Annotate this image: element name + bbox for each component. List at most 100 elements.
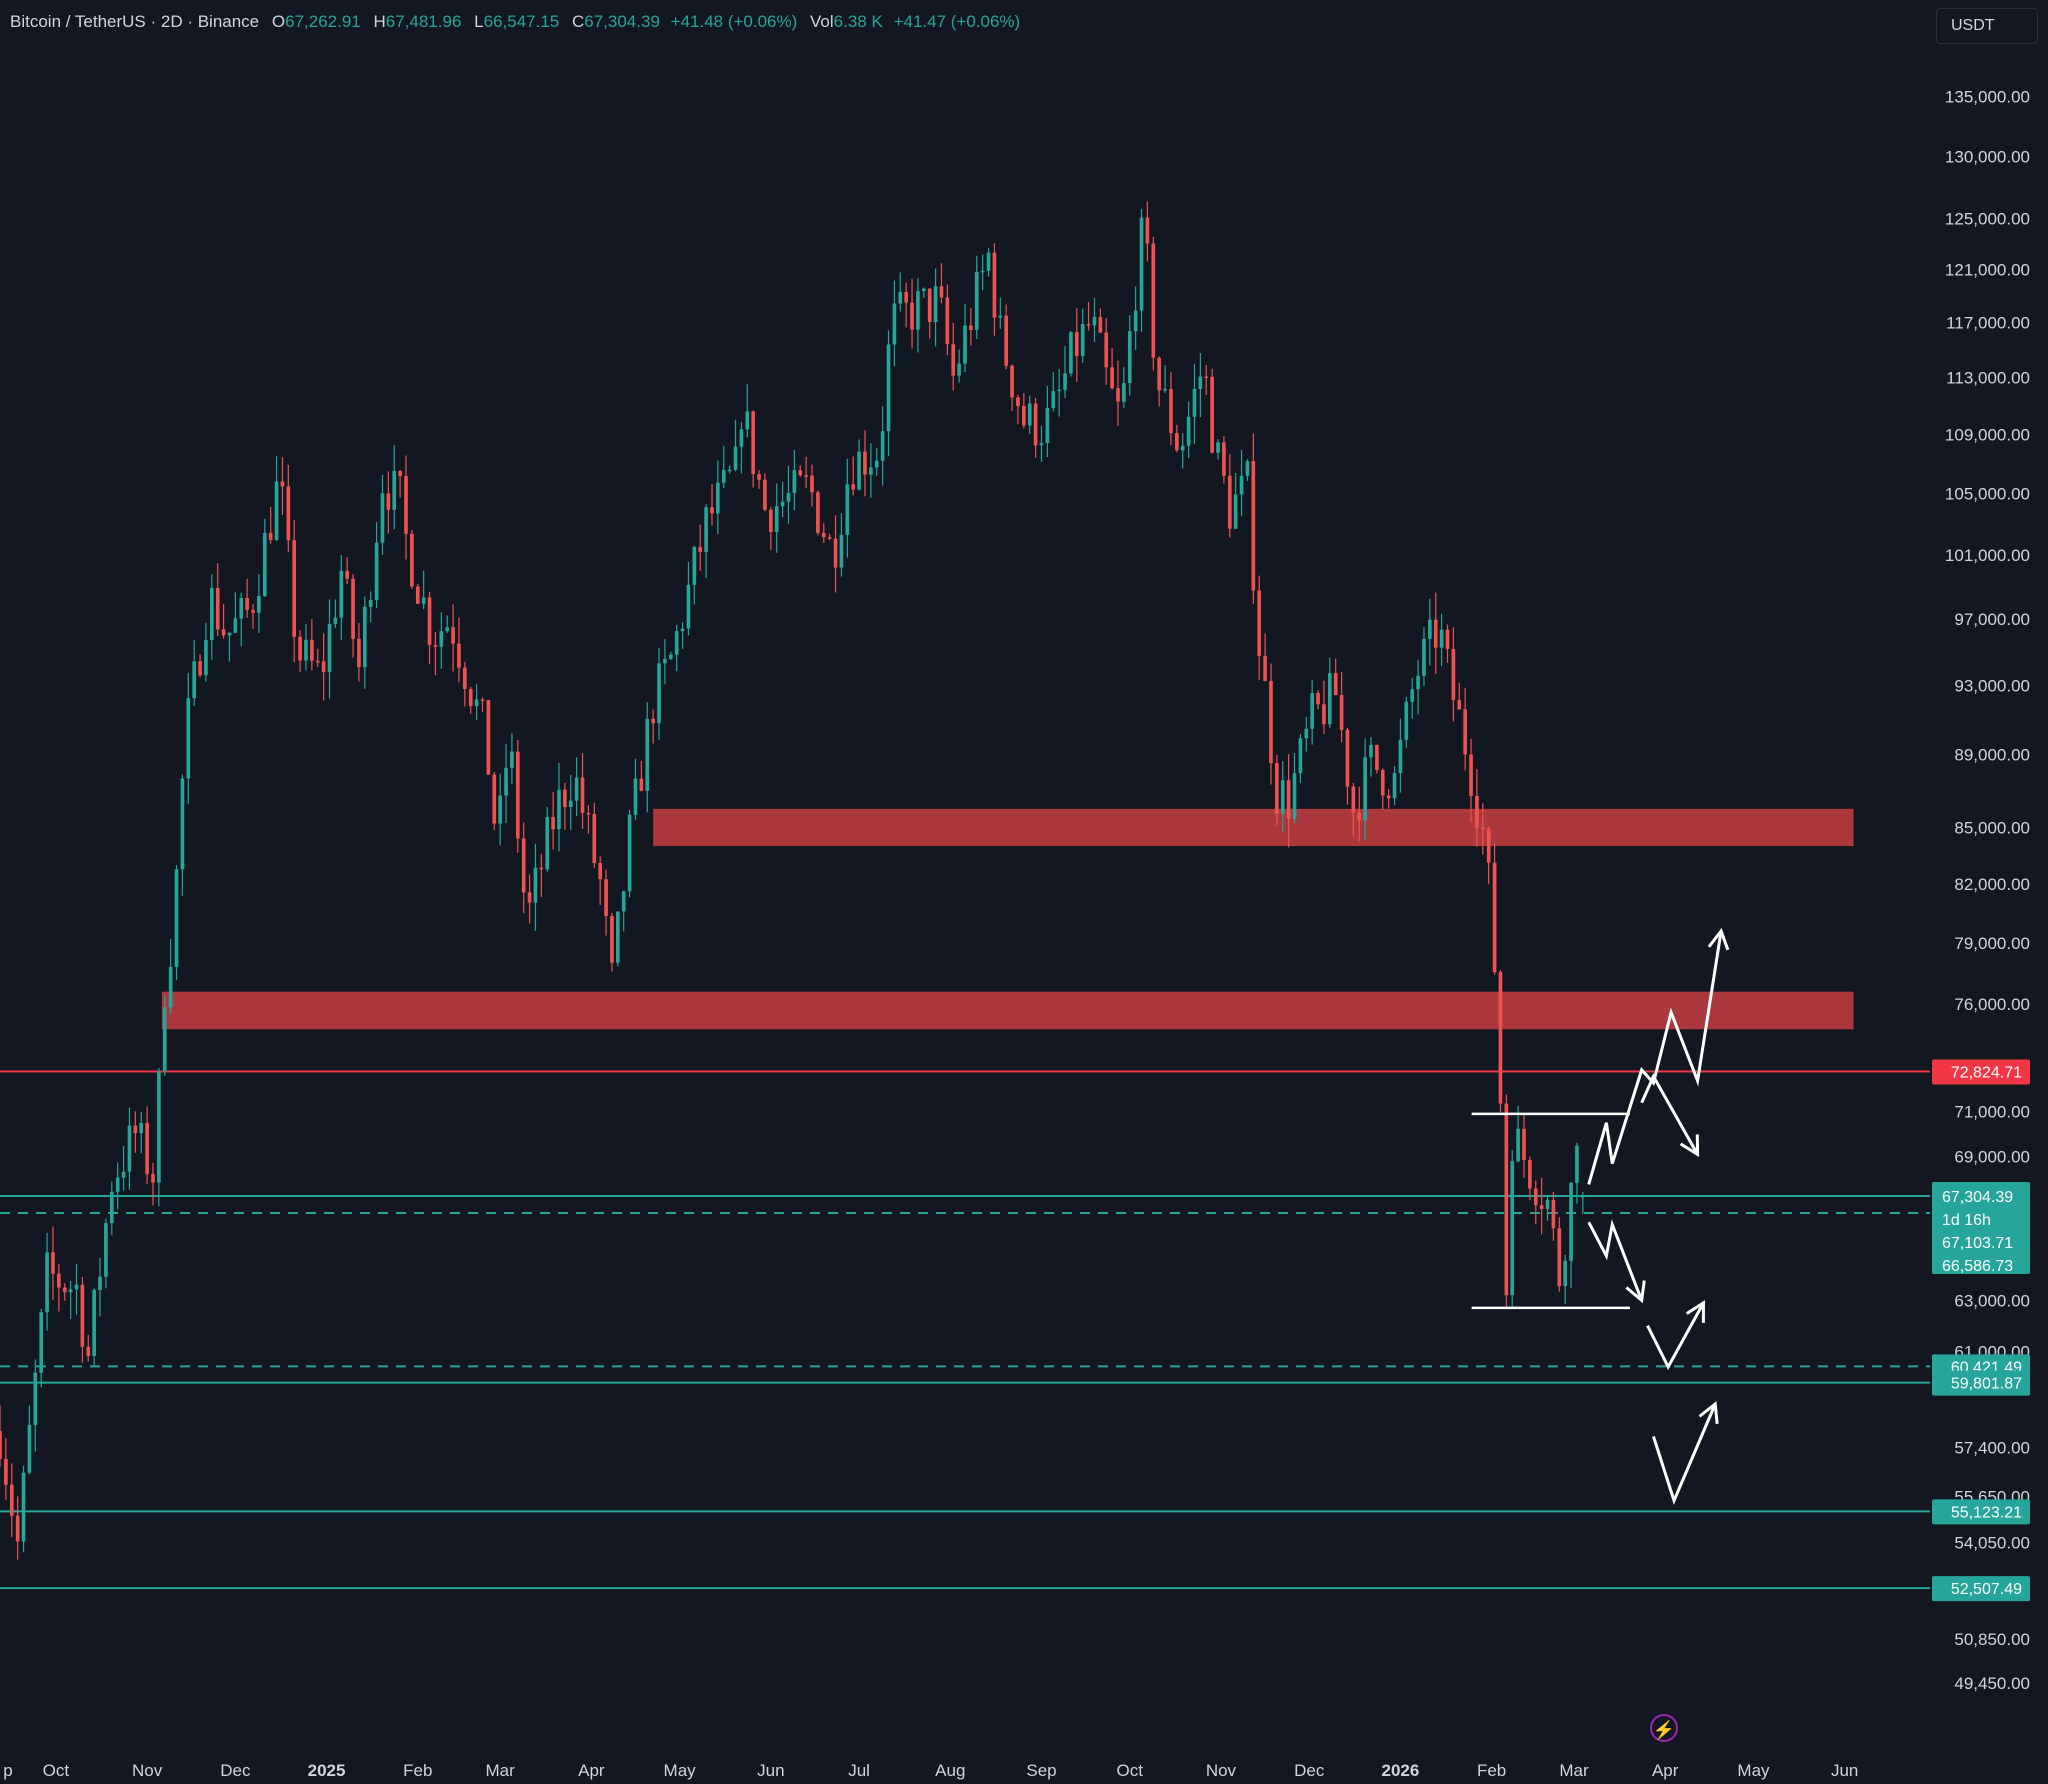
candle-body <box>374 542 379 600</box>
candle-body <box>833 538 838 568</box>
candle-body <box>1416 675 1420 690</box>
scenario-arrowhead-5 <box>1698 1401 1719 1425</box>
level-badge-7: 52,507.49 <box>1951 1581 2022 1598</box>
time-tick-label: Jun <box>1831 1761 1858 1780</box>
candle-body <box>392 470 397 510</box>
volume-change: +41.47 (+0.06%) <box>893 12 1021 31</box>
candle-body <box>757 474 761 480</box>
candle-body <box>410 533 414 587</box>
candle-body <box>1180 445 1185 451</box>
candle-body <box>321 661 326 673</box>
candle-body <box>663 658 667 664</box>
low-label: L <box>474 12 484 31</box>
candle-body <box>233 618 238 633</box>
level-badge-1: 72,824.71 <box>1951 1065 2022 1082</box>
symbol-title[interactable]: Bitcoin / TetherUS · 2D · Binance <box>10 12 260 31</box>
candle-body <box>1375 744 1379 770</box>
candle-body <box>398 470 402 476</box>
time-tick-label: Apr <box>578 1761 605 1780</box>
candle-body <box>798 470 803 476</box>
candle-body <box>1033 403 1038 446</box>
candle-body <box>574 777 579 801</box>
candle-body <box>1457 700 1462 710</box>
time-tick-label: p <box>3 1761 12 1780</box>
candle-body <box>433 644 438 647</box>
ma1-label: 67,103.71 <box>1942 1235 2013 1252</box>
candle-body <box>1074 332 1079 357</box>
candle-body <box>315 660 320 663</box>
candle-body <box>963 325 967 364</box>
candle-body <box>1151 243 1156 358</box>
candle-body <box>1539 1205 1544 1209</box>
candle-body <box>910 302 914 330</box>
candle-body <box>0 1430 2 1459</box>
candle-body <box>827 537 832 539</box>
price-axis[interactable]: 135,000.00 130,000.00 125,000.00 121,000.00… <box>1945 88 2030 1693</box>
candle-body <box>1145 217 1150 244</box>
candle-body <box>533 867 538 903</box>
candle-body <box>1086 324 1091 326</box>
candle-body <box>445 627 450 632</box>
candle-body <box>592 814 597 863</box>
lightning-icon[interactable]: ⚡ <box>1650 1714 1678 1742</box>
candle-body <box>792 470 797 494</box>
candle-body <box>1222 442 1226 476</box>
candle-body <box>768 509 773 532</box>
currency-selector[interactable]: USDT <box>1936 8 2038 44</box>
time-tick-label: Mar <box>486 1761 516 1780</box>
candle-body <box>916 291 920 330</box>
scenario-path-2 <box>1640 1073 1699 1156</box>
candle-body <box>221 629 226 636</box>
candle-body <box>1469 754 1473 796</box>
candle-body <box>1392 773 1397 799</box>
candle-body <box>68 1289 73 1293</box>
candle-body <box>1510 1161 1515 1296</box>
candle-body <box>27 1425 32 1473</box>
candle-body <box>115 1177 120 1192</box>
price-tick-label: 113,000.00 <box>1946 369 2030 388</box>
candle-body <box>733 446 738 470</box>
candle-body <box>268 532 273 540</box>
candle-body <box>1316 693 1320 705</box>
candle-body <box>627 814 632 892</box>
candle-body <box>15 1515 20 1542</box>
candle-body <box>510 751 514 768</box>
volume-label: Vol <box>810 12 834 31</box>
high-value: 67,481.96 <box>385 12 462 31</box>
candle-body <box>969 325 973 330</box>
candle-body <box>439 631 444 647</box>
candle-body <box>345 570 349 579</box>
candle-body <box>1486 828 1491 863</box>
candle-body <box>692 547 697 585</box>
candle-body <box>404 475 408 534</box>
candle-body <box>557 789 561 830</box>
candle-body <box>527 892 532 903</box>
candle-body <box>974 271 979 330</box>
candle-body <box>1327 673 1332 725</box>
candle-body <box>763 479 767 510</box>
symbol-legend: Bitcoin / TetherUS · 2D · Binance O67,26… <box>10 12 1020 32</box>
candle-body <box>621 891 626 912</box>
level-badge-5-bg <box>1932 1370 2030 1396</box>
candle-body <box>427 597 432 645</box>
candle-body <box>869 467 873 475</box>
candle-body <box>215 588 220 630</box>
candle-body <box>945 297 950 345</box>
time-tick-label: Oct <box>43 1761 70 1780</box>
current-price-label: 67,304.39 <box>1942 1189 2013 1206</box>
candle-body <box>992 252 997 318</box>
supply-zones <box>161 808 1854 1030</box>
candle-body <box>1380 769 1385 796</box>
candle-body <box>839 534 844 568</box>
time-axis[interactable]: p Oct Nov Dec 2025 Feb Mar Apr May Jun Jul Aug Sep Oc… <box>3 1761 1858 1780</box>
candle-body <box>710 507 714 514</box>
candle-body <box>1275 763 1279 814</box>
price-tick-label: 82,000.00 <box>1954 875 2030 894</box>
time-tick-label: Aug <box>935 1761 965 1780</box>
candle-body <box>1333 673 1338 695</box>
open-label: O <box>271 12 286 31</box>
price-tick-label: 63,000.00 <box>1954 1291 2030 1310</box>
candle-body <box>927 288 932 323</box>
candle-body <box>939 286 944 298</box>
